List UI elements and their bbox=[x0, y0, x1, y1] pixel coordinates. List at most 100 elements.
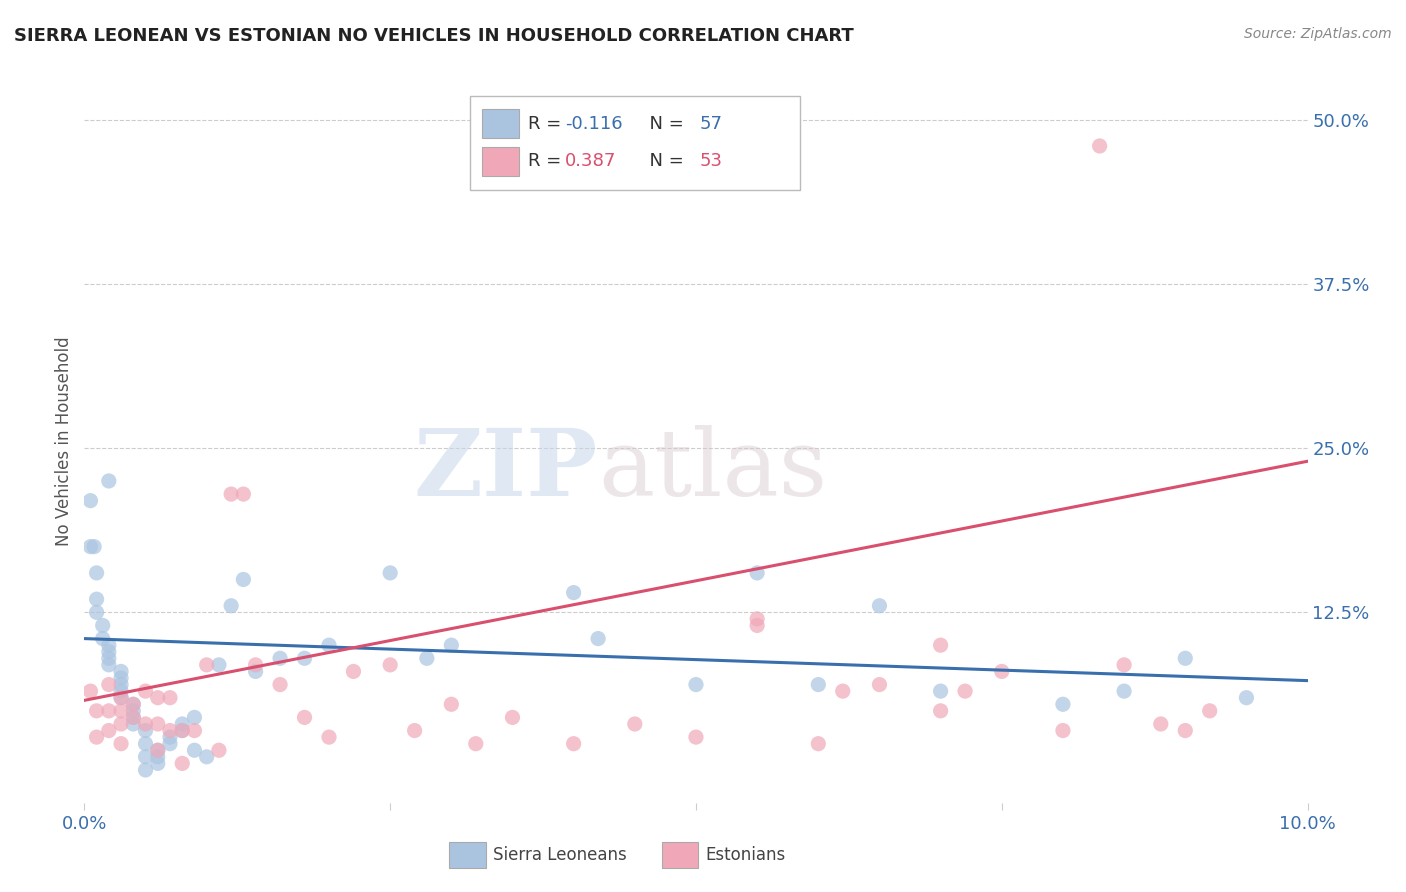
Point bbox=[146, 690, 169, 705]
Point bbox=[294, 710, 316, 724]
Point bbox=[269, 677, 291, 691]
Text: N =: N = bbox=[638, 153, 690, 170]
Point bbox=[380, 566, 402, 580]
Point bbox=[97, 723, 120, 738]
Point bbox=[747, 618, 769, 632]
Point bbox=[953, 684, 976, 698]
Point bbox=[110, 690, 132, 705]
Point bbox=[269, 651, 291, 665]
Point bbox=[159, 730, 181, 744]
Point bbox=[294, 651, 316, 665]
Point bbox=[1114, 684, 1136, 698]
Point bbox=[122, 698, 145, 712]
Point bbox=[416, 651, 439, 665]
Point bbox=[91, 618, 114, 632]
Point bbox=[245, 665, 267, 679]
FancyBboxPatch shape bbox=[449, 842, 485, 868]
FancyBboxPatch shape bbox=[482, 109, 519, 138]
Point bbox=[929, 684, 952, 698]
Point bbox=[208, 743, 231, 757]
Point bbox=[1088, 139, 1111, 153]
FancyBboxPatch shape bbox=[482, 147, 519, 176]
Point bbox=[97, 677, 120, 691]
Point bbox=[146, 743, 169, 757]
Point bbox=[122, 698, 145, 712]
Point bbox=[219, 599, 242, 613]
Point bbox=[110, 684, 132, 698]
Point bbox=[110, 704, 132, 718]
Point bbox=[869, 599, 891, 613]
Point bbox=[685, 730, 707, 744]
Text: atlas: atlas bbox=[598, 425, 827, 516]
Point bbox=[318, 638, 340, 652]
Point bbox=[929, 704, 952, 718]
Text: ZIP: ZIP bbox=[413, 425, 598, 516]
Point bbox=[208, 657, 231, 672]
Point bbox=[159, 737, 181, 751]
Point bbox=[562, 737, 585, 751]
Point bbox=[219, 487, 242, 501]
Point bbox=[122, 717, 145, 731]
Text: 57: 57 bbox=[700, 115, 723, 133]
Point bbox=[232, 573, 254, 587]
Point bbox=[869, 677, 891, 691]
Text: SIERRA LEONEAN VS ESTONIAN NO VEHICLES IN HOUSEHOLD CORRELATION CHART: SIERRA LEONEAN VS ESTONIAN NO VEHICLES I… bbox=[14, 27, 853, 45]
FancyBboxPatch shape bbox=[470, 96, 800, 190]
FancyBboxPatch shape bbox=[662, 842, 699, 868]
Point bbox=[135, 717, 157, 731]
Text: Estonians: Estonians bbox=[706, 846, 786, 863]
Point bbox=[404, 723, 426, 738]
Point bbox=[502, 710, 524, 724]
Point bbox=[831, 684, 853, 698]
Point bbox=[91, 632, 114, 646]
Point bbox=[79, 540, 101, 554]
Point bbox=[122, 710, 145, 724]
Point bbox=[122, 704, 145, 718]
Point bbox=[1114, 657, 1136, 672]
Point bbox=[159, 723, 181, 738]
Point bbox=[929, 638, 952, 652]
Text: -0.116: -0.116 bbox=[565, 115, 623, 133]
Point bbox=[1052, 698, 1074, 712]
Point bbox=[146, 749, 169, 764]
Point bbox=[110, 677, 132, 691]
Point bbox=[86, 605, 108, 619]
Point bbox=[685, 677, 707, 691]
Point bbox=[562, 585, 585, 599]
Point bbox=[83, 540, 105, 554]
Point bbox=[146, 756, 169, 771]
Point bbox=[183, 743, 205, 757]
Point bbox=[135, 684, 157, 698]
Point bbox=[159, 690, 181, 705]
Point bbox=[183, 710, 205, 724]
Point bbox=[245, 657, 267, 672]
Point bbox=[146, 743, 169, 757]
Text: R =: R = bbox=[529, 153, 568, 170]
Point bbox=[97, 651, 120, 665]
Point bbox=[86, 730, 108, 744]
Point bbox=[172, 723, 194, 738]
Point bbox=[110, 690, 132, 705]
Point bbox=[747, 612, 769, 626]
Point bbox=[110, 671, 132, 685]
Point bbox=[807, 677, 830, 691]
Text: Source: ZipAtlas.com: Source: ZipAtlas.com bbox=[1244, 27, 1392, 41]
Point bbox=[86, 592, 108, 607]
Point bbox=[172, 756, 194, 771]
Point bbox=[1150, 717, 1173, 731]
Point bbox=[135, 737, 157, 751]
Point bbox=[195, 657, 218, 672]
Point bbox=[135, 749, 157, 764]
Point bbox=[232, 487, 254, 501]
Point bbox=[1174, 723, 1197, 738]
Point bbox=[110, 737, 132, 751]
Point bbox=[440, 638, 463, 652]
Point bbox=[380, 657, 402, 672]
Point bbox=[146, 717, 169, 731]
Text: 53: 53 bbox=[700, 153, 723, 170]
Text: 0.387: 0.387 bbox=[565, 153, 616, 170]
Point bbox=[86, 566, 108, 580]
Point bbox=[747, 566, 769, 580]
Text: Sierra Leoneans: Sierra Leoneans bbox=[494, 846, 627, 863]
Point bbox=[110, 665, 132, 679]
